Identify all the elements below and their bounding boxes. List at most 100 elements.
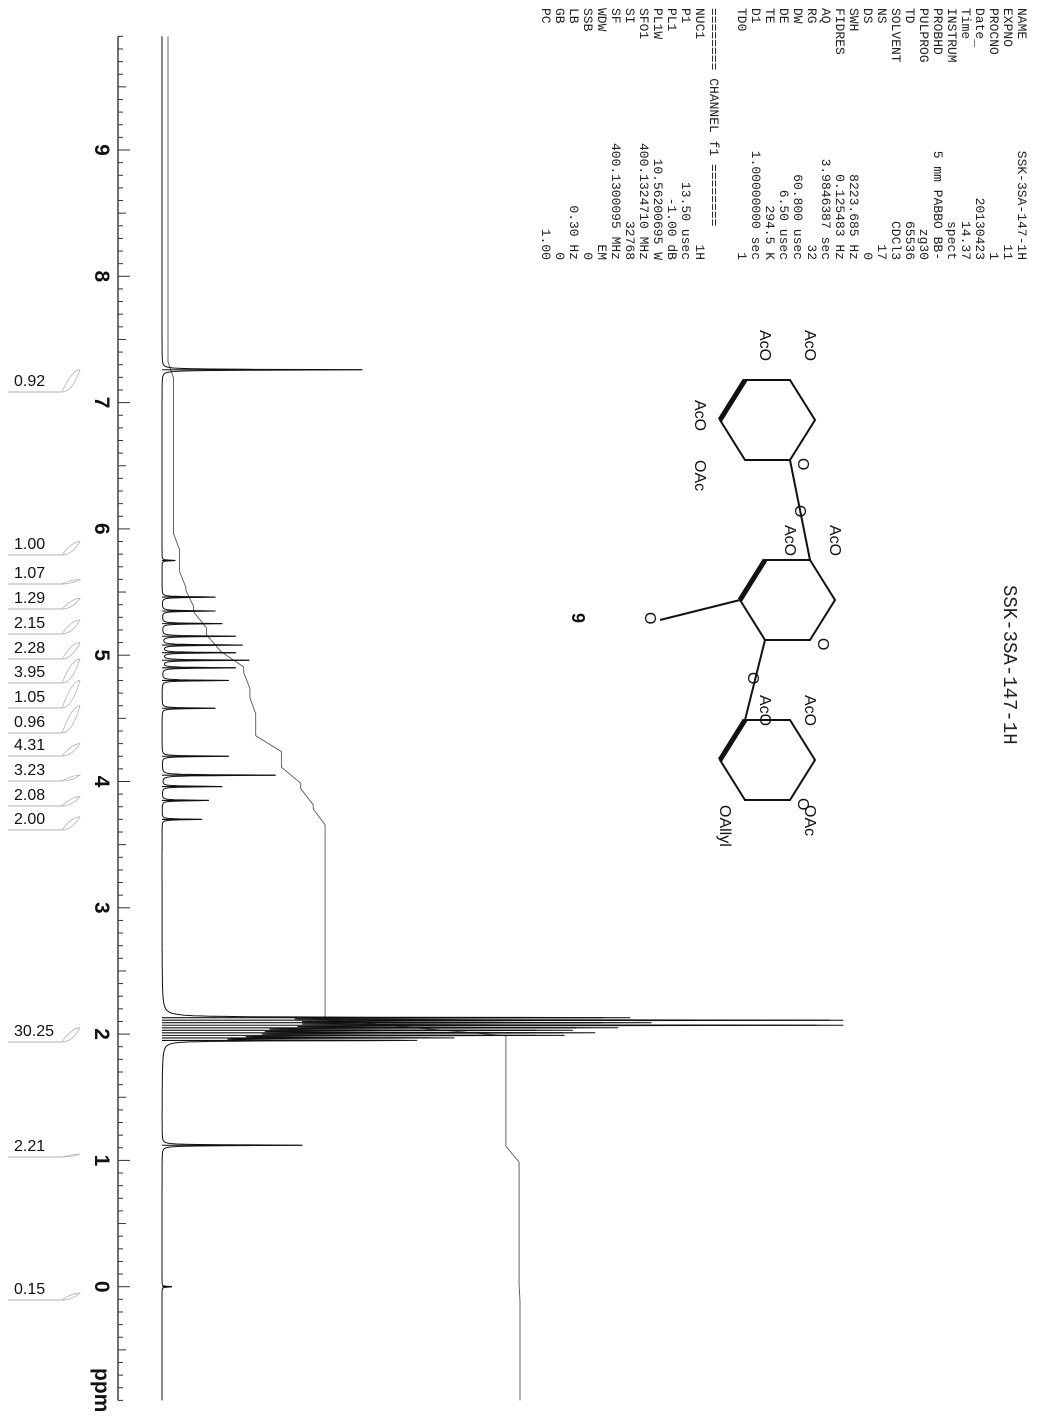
- integral-bracket: [61, 1153, 81, 1158]
- ppm-tick-labels: 9 8 7 6 5 4 3 2 1 0: [90, 144, 113, 1292]
- structure-o-4: O: [791, 505, 808, 517]
- integral-value: 1.05: [14, 689, 45, 706]
- integral-bracket: [61, 796, 81, 807]
- integral-value: 3.23: [14, 762, 45, 779]
- param-key: TE: [762, 8, 777, 24]
- structure-o-2: O: [814, 638, 831, 650]
- param-value: 60.800 usec: [790, 174, 805, 260]
- param-key: WDW: [594, 8, 609, 32]
- param-value: CDCl3: [888, 221, 903, 260]
- structure-o-1: O: [794, 458, 811, 470]
- param-value: 6.50 usec: [776, 190, 791, 260]
- param-key: INSTRUM: [944, 8, 959, 63]
- param-value: 5 mm PABBO BB-: [930, 151, 945, 260]
- structure-aco-6: AcO: [801, 695, 818, 726]
- param-channel-header: ======== CHANNEL f1 ========: [706, 8, 721, 227]
- param-value: 1.00000000 sec: [748, 151, 763, 260]
- integral-value-labels: 0.92 1.00 1.07 1.29 2.15 2.28 3.95 1.05 0.96 4.31…: [8, 369, 82, 1301]
- param-value: 0.125483 Hz: [832, 174, 847, 260]
- ppm-tick-label: 5: [90, 649, 113, 661]
- structure-o-5: O: [744, 672, 761, 684]
- param-value: 8223.685 Hz: [846, 174, 861, 260]
- integral-bracket: [61, 1027, 81, 1043]
- integral-bracket: [61, 743, 81, 757]
- param-value: 1H: [692, 244, 707, 260]
- integral-value: 30.25: [14, 1023, 54, 1040]
- ppm-tick-label: 7: [90, 397, 113, 409]
- ppm-tick-label: 3: [90, 902, 113, 914]
- param-value: 1.00: [538, 229, 553, 260]
- param-key: RG: [804, 8, 819, 24]
- integral-bracket: [61, 598, 81, 610]
- param-value: 0: [860, 252, 875, 260]
- param-key: SOLVENT: [888, 8, 903, 63]
- param-value: 0: [580, 252, 595, 260]
- integral-value: 0.92: [14, 373, 45, 390]
- ppm-tick-label: 8: [90, 270, 113, 282]
- integral-value: 1.00: [14, 536, 45, 553]
- param-key: Date_: [972, 8, 987, 47]
- param-value: 65536: [902, 221, 917, 260]
- structure-o-3: O: [794, 798, 811, 810]
- structure-oac-2: OAc: [691, 460, 708, 491]
- param-key: FIDRES: [832, 8, 847, 55]
- param-key: DE: [776, 8, 791, 24]
- param-key: DW: [790, 8, 805, 24]
- integral-value: 2.00: [14, 811, 45, 828]
- param-key: P1: [678, 8, 693, 24]
- structure-aco-1: AcO: [801, 330, 818, 361]
- integral-value: 0.96: [14, 714, 45, 731]
- param-key: D1: [748, 8, 763, 24]
- acquisition-parameters: NAME SSK-3SA-147-1H EXPNO 11 PROCNO 1 Date_ 201…: [538, 8, 1029, 260]
- param-value: 13.50 usec: [678, 182, 693, 260]
- param-key: PL1W: [650, 8, 665, 39]
- integral-value: 2.28: [14, 640, 45, 657]
- spectrum-line: [161, 36, 844, 1401]
- chemical-structure: AcO AcO AcO AcO AcO AcO AcO OAc OAc OAll…: [641, 330, 843, 847]
- structure-oallyl: OAllyl: [716, 805, 733, 847]
- param-key: LB: [566, 8, 581, 24]
- param-key: SF: [608, 8, 623, 24]
- integral-bracket: [61, 541, 81, 556]
- param-value: -1.00 dB: [664, 198, 679, 261]
- param-value: 400.1300095 MHz: [608, 143, 623, 260]
- integral-value: 2.21: [14, 1138, 45, 1155]
- integral-bracket: [61, 774, 82, 782]
- integral-bracket: [61, 658, 81, 684]
- plot-area: [117, 35, 844, 1401]
- param-value: 3.9846387 sec: [818, 159, 833, 260]
- param-key: NAME: [1014, 8, 1029, 39]
- structure-aco-3: AcO: [691, 400, 708, 431]
- integral-value: 1.29: [14, 590, 45, 607]
- param-key: PROBHD: [930, 8, 945, 55]
- integral-bracket: [61, 369, 81, 393]
- axis-label-ppm: ppm: [90, 1368, 113, 1412]
- ppm-axis: [117, 35, 130, 1401]
- integral-curves: [167, 36, 521, 1401]
- integral-value: 2.08: [14, 787, 45, 804]
- compound-number: 9: [568, 613, 588, 623]
- structure-aco-7: AcO: [756, 695, 773, 726]
- structure-aco-5: AcO: [781, 525, 798, 556]
- structure-oac-1: OAc: [801, 805, 818, 836]
- param-value: 20130423: [972, 198, 987, 260]
- structure-aco-4: AcO: [826, 525, 843, 556]
- param-key: PROCNO: [986, 8, 1001, 55]
- param-key: NS: [874, 8, 889, 24]
- structure-o-6: O: [641, 612, 658, 624]
- param-key: PULPROG: [916, 8, 931, 63]
- param-key: EXPNO: [1000, 8, 1015, 47]
- param-key: TD: [902, 8, 917, 24]
- param-value: 294.5 K: [762, 205, 777, 260]
- ppm-tick-label: 2: [90, 1028, 113, 1040]
- param-value: 1: [986, 252, 1001, 260]
- param-key: SSB: [580, 8, 595, 32]
- ppm-tick-label: 4: [90, 776, 113, 788]
- integral-bracket: [61, 579, 82, 585]
- integral-bracket: [61, 816, 81, 831]
- integral-value: 0.15: [14, 1281, 45, 1298]
- param-value: 32768: [622, 221, 637, 260]
- param-key: SWH: [846, 8, 861, 31]
- param-value: 11: [1000, 244, 1015, 260]
